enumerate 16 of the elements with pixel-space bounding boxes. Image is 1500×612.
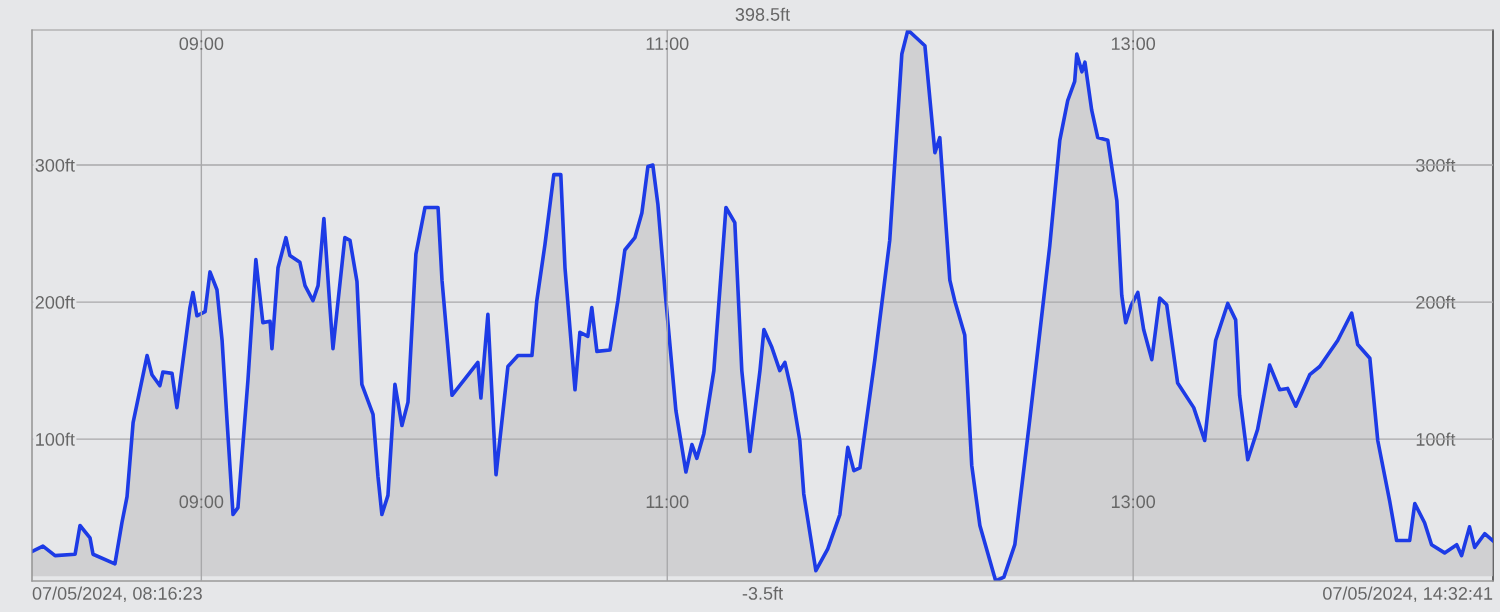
x-tick-label: 11:00 (646, 37, 689, 51)
x-tick-label: 09:00 (179, 37, 224, 51)
x2-tick-label: 09:00 (179, 495, 224, 509)
y2-tick-label: 200ft (1416, 295, 1456, 309)
text: 398.5ft (735, 7, 790, 21)
text: 07/05/2024, 14:32:41 (1323, 586, 1493, 602)
text: -3.5ft (742, 586, 783, 600)
x2-tick-label: 11:00 (646, 495, 689, 509)
x-tick-label: 13:00 (1111, 37, 1156, 51)
y-tick-label: 300ft (35, 158, 75, 172)
y-tick-label: 200ft (35, 295, 75, 309)
y2-tick-label: 100ft (1416, 432, 1456, 446)
text: 07/05/2024, 08:16:23 (32, 586, 202, 602)
x2-tick-label: 13:00 (1111, 495, 1156, 509)
y2-tick-label: 300ft (1416, 158, 1456, 172)
y-tick-label: 100ft (36, 432, 75, 446)
